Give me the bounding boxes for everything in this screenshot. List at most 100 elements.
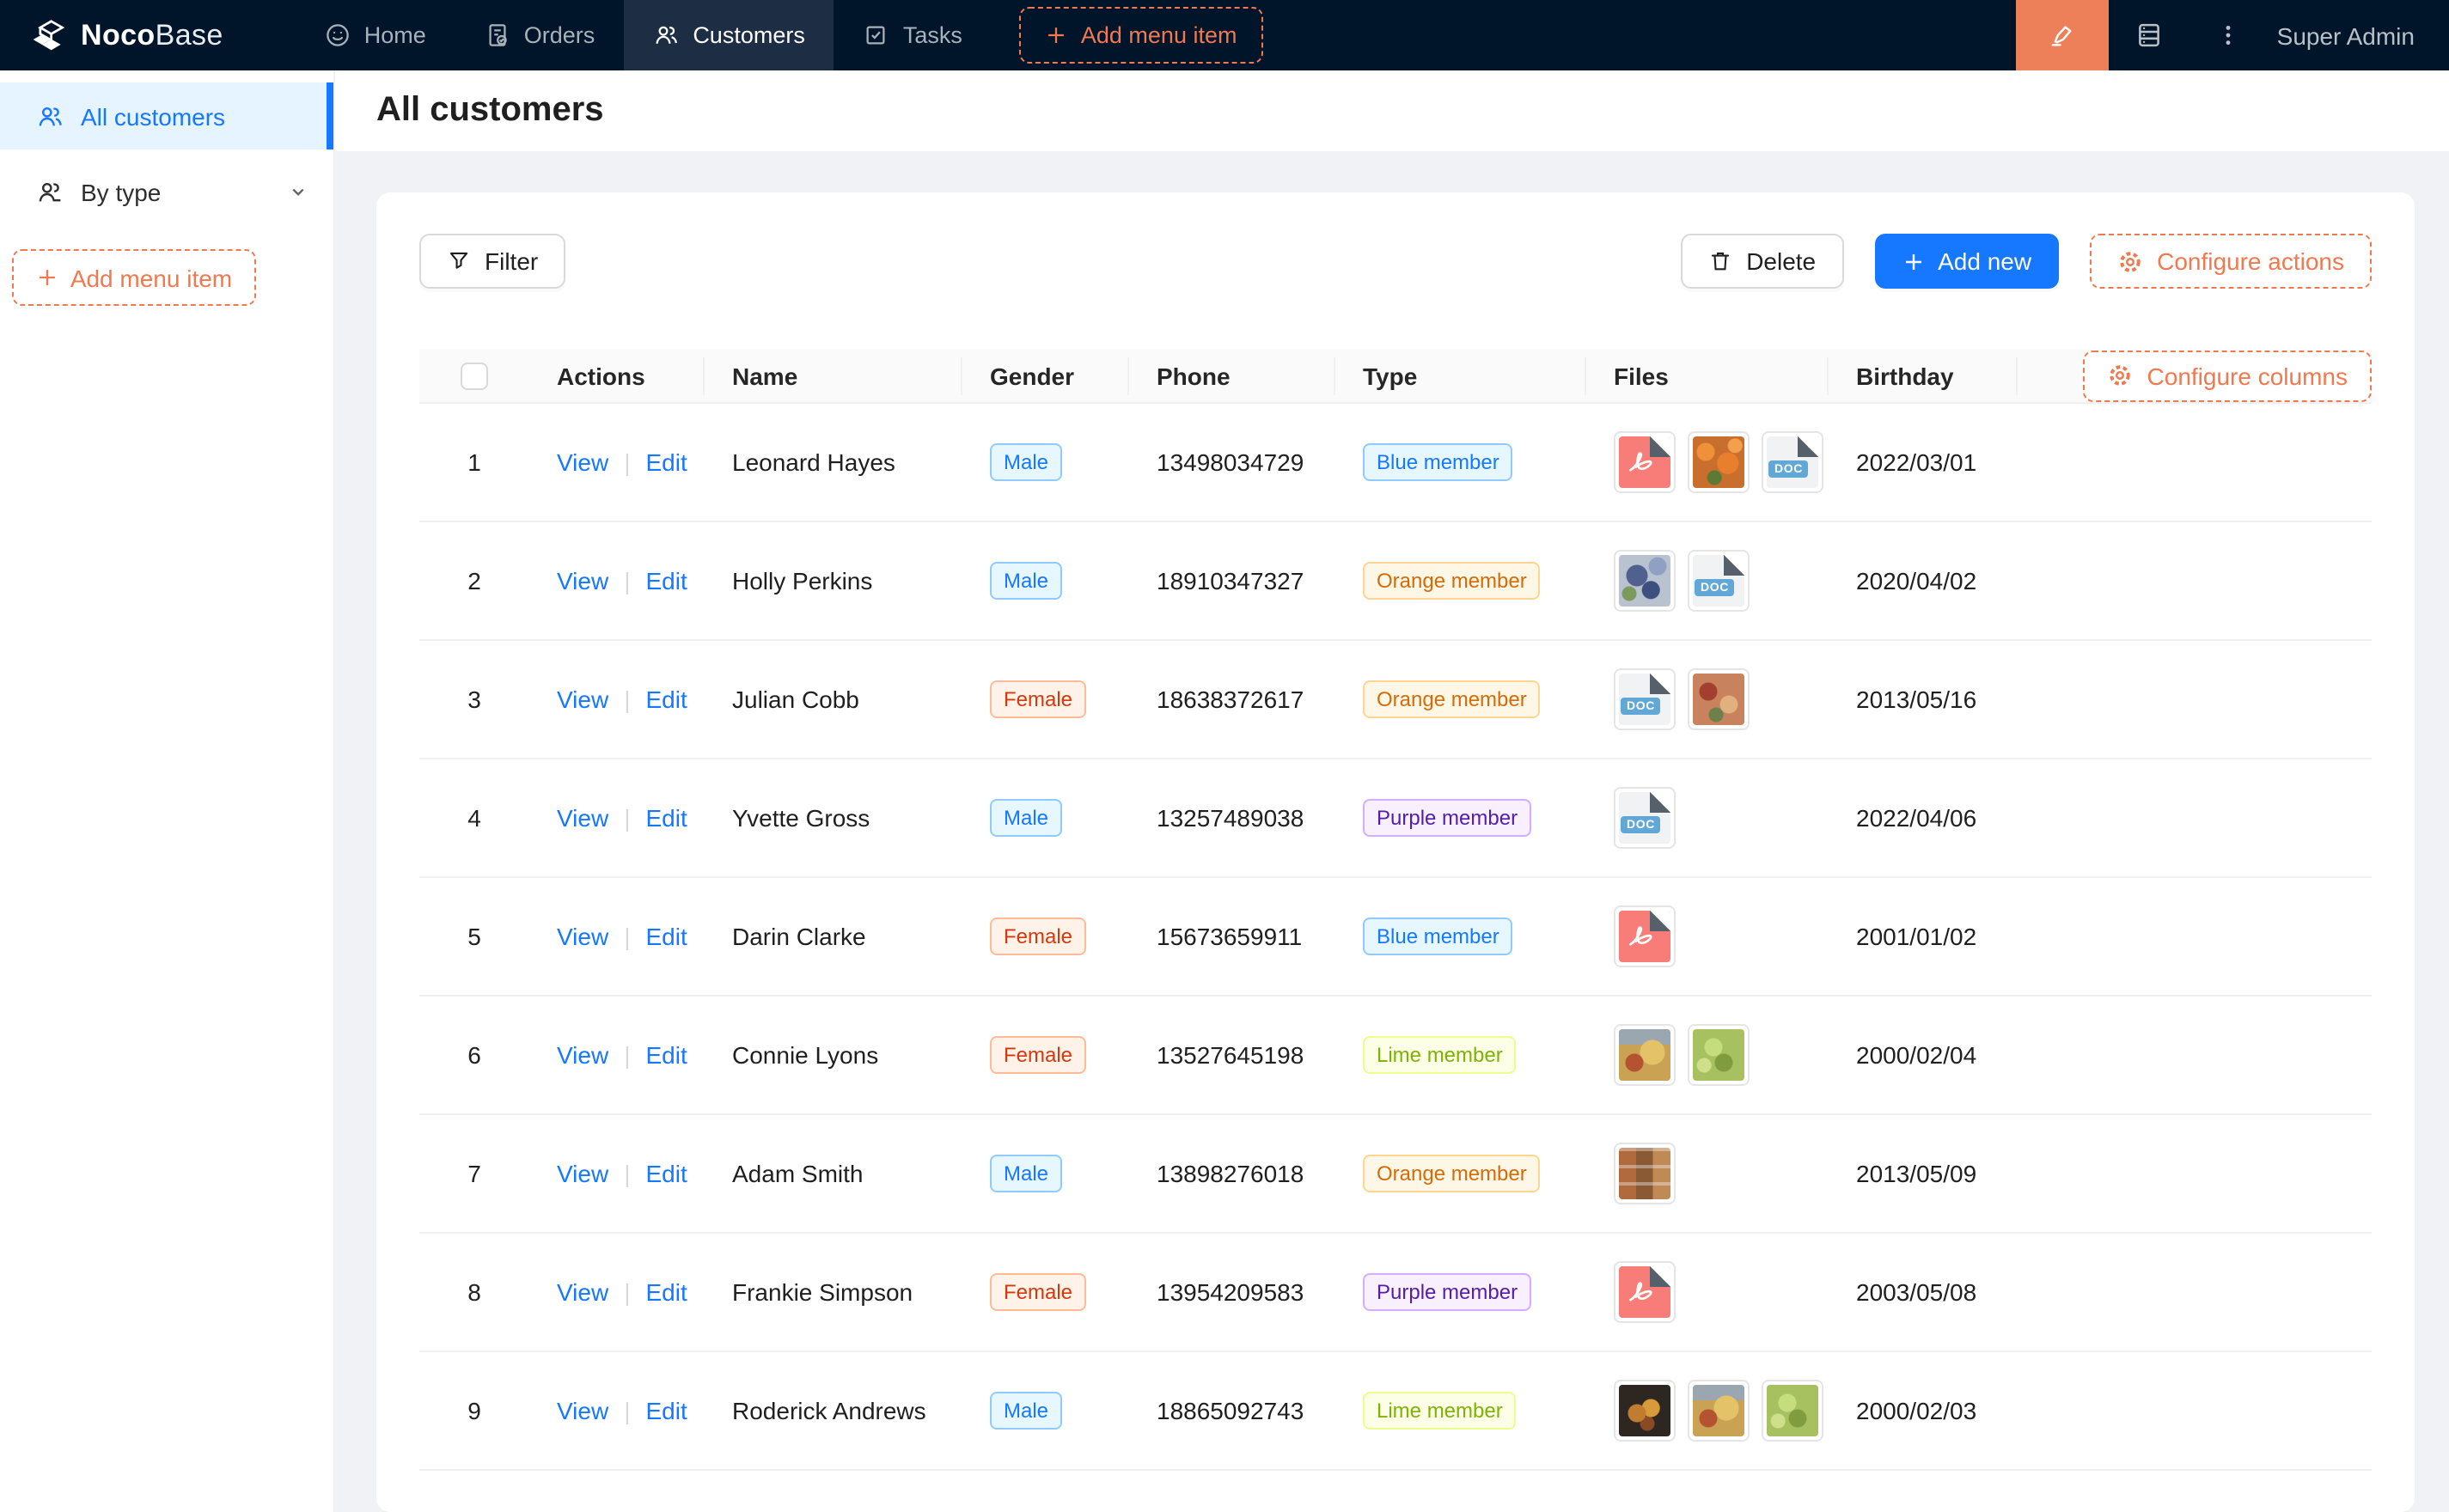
mobile-client-button[interactable] [2109, 0, 2189, 70]
gender-tag: Female [990, 1273, 1087, 1311]
file-thumbnail-pdf[interactable] [1614, 431, 1676, 493]
file-thumbnail-image[interactable] [1688, 668, 1750, 730]
view-link[interactable]: View [557, 448, 609, 476]
photo-preview [1693, 436, 1744, 488]
file-thumbnail-pdf[interactable] [1614, 1261, 1676, 1323]
file-thumbnail-pdf[interactable] [1614, 905, 1676, 967]
more-actions-button[interactable] [2189, 0, 2267, 70]
edit-link[interactable]: Edit [645, 448, 687, 476]
nav-item-customers[interactable]: Customers [624, 0, 834, 70]
view-link[interactable]: View [557, 923, 609, 950]
row-actions: View | Edit [529, 997, 705, 1115]
member-type-tag: Purple member [1363, 1273, 1532, 1311]
brand-name: NocoBase [81, 18, 223, 51]
view-link[interactable]: View [557, 1160, 609, 1187]
file-thumbnail-image[interactable] [1688, 1380, 1750, 1442]
file-thumbnail-doc[interactable]: DOC [1688, 550, 1750, 612]
edit-link[interactable]: Edit [645, 804, 687, 832]
ui-editor-button[interactable] [2015, 0, 2109, 70]
link-divider: | [624, 567, 631, 594]
customer-files [1586, 1352, 1829, 1471]
file-thumbnail-image[interactable] [1688, 1024, 1750, 1086]
add-new-button[interactable]: Add new [1874, 234, 2060, 289]
folded-corner-icon [1650, 911, 1670, 931]
customer-name: Darin Clarke [705, 878, 962, 997]
customer-phone: 18865092743 [1129, 1352, 1335, 1471]
edit-link[interactable]: Edit [645, 1397, 687, 1424]
column-header-files: Files [1586, 349, 1829, 404]
view-link[interactable]: View [557, 1041, 609, 1069]
edit-link[interactable]: Edit [645, 567, 687, 594]
customer-files: DOC [1586, 641, 1829, 759]
customer-phone: 13527645198 [1129, 997, 1335, 1115]
sidebar-item-by-type[interactable]: By type [0, 158, 333, 225]
empty-config-cell [2018, 1115, 2372, 1234]
user-menu[interactable]: Super Admin [2267, 0, 2449, 70]
customer-birthday: 2003/05/08 [1829, 1234, 2018, 1352]
folded-corner-icon [1798, 436, 1818, 457]
sidebar-add-menu-item-button[interactable]: Add menu item [12, 249, 256, 306]
edit-link[interactable]: Edit [645, 686, 687, 713]
table-row: 1 View | Edit Leonard Hayes Male 13498034729 Bl… [419, 404, 2372, 522]
link-divider: | [624, 804, 631, 832]
nav-item-tasks[interactable]: Tasks [834, 0, 992, 70]
file-thumbnail-image[interactable] [1762, 1380, 1823, 1442]
chevron-down-icon [292, 188, 304, 196]
top-navbar: NocoBase Home Orders Customers [0, 0, 2449, 70]
view-link[interactable]: View [557, 567, 609, 594]
user-name: Super Admin [2276, 21, 2415, 49]
file-thumbnail-image[interactable] [1688, 431, 1750, 493]
table-row: 8 View | Edit Frankie Simpson Female 139542095… [419, 1234, 2372, 1352]
nav-item-orders[interactable]: Orders [455, 0, 625, 70]
configure-actions-button[interactable]: Configure actions [2090, 234, 2372, 289]
column-header-actions: Actions [529, 349, 705, 404]
file-thumbnail-image[interactable] [1614, 1024, 1676, 1086]
row-index: 5 [419, 878, 529, 997]
doc-label: DOC [1621, 816, 1661, 833]
usergroup-icon [39, 182, 61, 201]
table-row: 5 View | Edit Darin Clarke Female 15673659911 B… [419, 878, 2372, 997]
empty-config-cell [2018, 522, 2372, 641]
nav-add-menu-item-button[interactable]: Add menu item [1018, 7, 1263, 64]
select-all-checkbox[interactable] [461, 363, 488, 391]
folded-corner-icon [1650, 674, 1670, 694]
customer-files: DOC [1586, 759, 1829, 878]
nav-item-home[interactable]: Home [296, 0, 455, 70]
file-thumbnail-doc[interactable]: DOC [1762, 431, 1823, 493]
customer-name: Leonard Hayes [705, 404, 962, 522]
photo-preview [1693, 1029, 1744, 1081]
file-thumbnail-image[interactable] [1614, 1380, 1676, 1442]
customer-name: Holly Perkins [705, 522, 962, 641]
view-link[interactable]: View [557, 686, 609, 713]
nav-item-label: Home [363, 22, 426, 48]
gender-tag: Female [990, 680, 1087, 718]
edit-link[interactable]: Edit [645, 1041, 687, 1069]
row-actions: View | Edit [529, 404, 705, 522]
sidebar-item-label: By type [81, 178, 162, 205]
filter-button[interactable]: Filter [419, 234, 566, 289]
edit-link[interactable]: Edit [645, 1278, 687, 1306]
configure-columns-button[interactable]: Configure columns [2083, 350, 2372, 401]
file-thumbnail-doc[interactable]: DOC [1614, 787, 1676, 849]
edit-link[interactable]: Edit [645, 1160, 687, 1187]
row-index: 2 [419, 522, 529, 641]
customer-birthday: 2013/05/09 [1829, 1115, 2018, 1234]
view-link[interactable]: View [557, 1278, 609, 1306]
customer-phone: 13257489038 [1129, 759, 1335, 878]
table-block-card: Filter Delete Add new [376, 192, 2415, 1512]
customer-phone: 18910347327 [1129, 522, 1335, 641]
view-link[interactable]: View [557, 804, 609, 832]
sidebar-item-all-customers[interactable]: All customers [0, 82, 333, 149]
sidebar-item-label: All customers [81, 102, 226, 130]
doc-label: DOC [1621, 698, 1661, 715]
file-thumbnail-image[interactable] [1614, 550, 1676, 612]
row-index: 4 [419, 759, 529, 878]
file-thumbnail-doc[interactable]: DOC [1614, 668, 1676, 730]
file-thumbnail-image[interactable] [1614, 1143, 1676, 1204]
member-type-tag: Blue member [1363, 443, 1513, 481]
customer-files: DOC [1586, 404, 1829, 522]
edit-link[interactable]: Edit [645, 923, 687, 950]
delete-button[interactable]: Delete [1681, 234, 1844, 289]
view-link[interactable]: View [557, 1397, 609, 1424]
